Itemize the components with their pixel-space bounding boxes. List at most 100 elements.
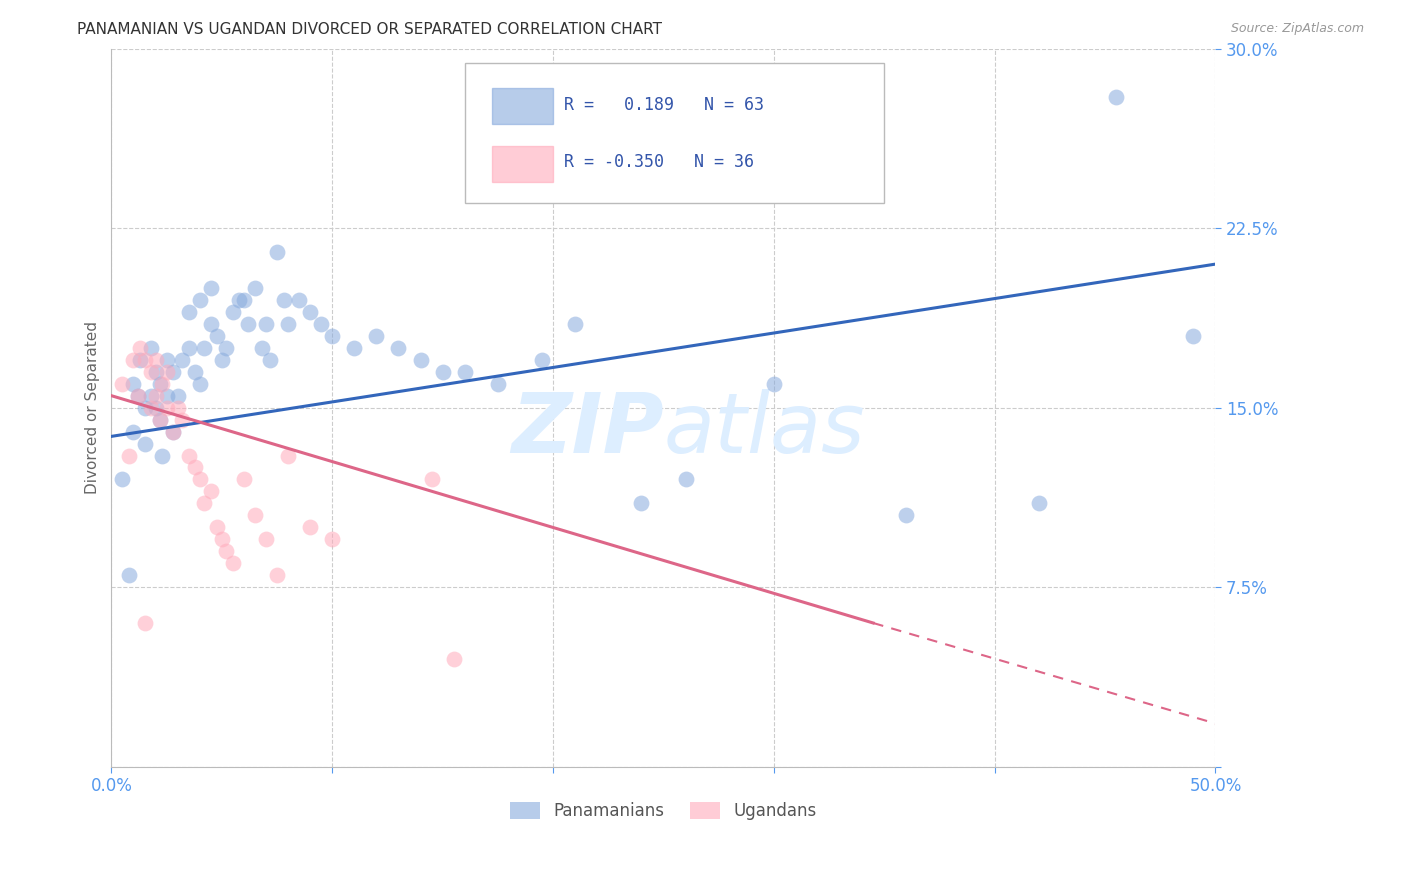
- Point: [200, 484, 222, 499]
- Point: [122, 376, 145, 391]
- Point: [1028, 496, 1050, 510]
- Point: [1182, 329, 1205, 343]
- Bar: [492, 145, 553, 182]
- Point: [193, 341, 215, 355]
- Point: [177, 341, 200, 355]
- Text: atlas: atlas: [664, 389, 865, 470]
- Point: [145, 401, 167, 415]
- Point: [288, 293, 311, 307]
- Point: [222, 556, 245, 570]
- Text: PANAMANIAN VS UGANDAN DIVORCED OR SEPARATED CORRELATION CHART: PANAMANIAN VS UGANDAN DIVORCED OR SEPARA…: [77, 22, 662, 37]
- Text: R =   0.189   N = 63: R = 0.189 N = 63: [564, 95, 763, 114]
- Point: [200, 317, 222, 331]
- Point: [127, 389, 149, 403]
- Point: [111, 472, 134, 486]
- Point: [486, 376, 509, 391]
- Point: [277, 317, 299, 331]
- Point: [149, 376, 172, 391]
- Point: [141, 365, 163, 379]
- Point: [299, 520, 322, 534]
- Point: [184, 460, 207, 475]
- Point: [134, 436, 156, 450]
- Point: [166, 389, 188, 403]
- Point: [266, 245, 288, 260]
- Point: [156, 365, 179, 379]
- Point: [266, 568, 288, 582]
- Point: [250, 341, 273, 355]
- Point: [211, 352, 233, 367]
- Text: ZIP: ZIP: [510, 389, 664, 470]
- Point: [141, 389, 163, 403]
- Point: [193, 496, 215, 510]
- Point: [145, 365, 167, 379]
- Point: [122, 352, 145, 367]
- Point: [309, 317, 332, 331]
- Legend: Panamanians, Ugandans: Panamanians, Ugandans: [503, 795, 823, 826]
- Point: [215, 341, 238, 355]
- Point: [188, 472, 211, 486]
- Point: [156, 389, 179, 403]
- Text: Source: ZipAtlas.com: Source: ZipAtlas.com: [1230, 22, 1364, 36]
- Point: [122, 425, 145, 439]
- Point: [896, 508, 918, 523]
- Point: [141, 341, 163, 355]
- Bar: [492, 88, 553, 124]
- Point: [675, 472, 697, 486]
- Point: [134, 401, 156, 415]
- Point: [145, 389, 167, 403]
- Point: [170, 412, 193, 426]
- Point: [150, 376, 173, 391]
- Point: [149, 412, 172, 426]
- Point: [387, 341, 409, 355]
- Point: [188, 293, 211, 307]
- Point: [150, 449, 173, 463]
- Point: [273, 293, 295, 307]
- Point: [134, 615, 156, 630]
- Point: [228, 293, 250, 307]
- Point: [243, 281, 266, 295]
- Point: [232, 472, 254, 486]
- Point: [200, 281, 222, 295]
- Y-axis label: Divorced or Separated: Divorced or Separated: [86, 321, 100, 494]
- Point: [156, 401, 179, 415]
- Point: [129, 352, 152, 367]
- Point: [127, 389, 149, 403]
- Point: [321, 329, 343, 343]
- Point: [259, 352, 281, 367]
- Point: [443, 652, 465, 666]
- Point: [254, 533, 277, 547]
- Point: [166, 401, 188, 415]
- Point: [232, 293, 254, 307]
- Point: [409, 352, 432, 367]
- FancyBboxPatch shape: [465, 63, 884, 203]
- Text: R = -0.350   N = 36: R = -0.350 N = 36: [564, 153, 754, 171]
- Point: [162, 365, 184, 379]
- Point: [564, 317, 586, 331]
- Point: [420, 472, 443, 486]
- Point: [277, 449, 299, 463]
- Point: [118, 449, 141, 463]
- Point: [134, 352, 156, 367]
- Point: [215, 544, 238, 558]
- Point: [530, 352, 553, 367]
- Point: [454, 365, 477, 379]
- Point: [170, 352, 193, 367]
- Point: [111, 376, 134, 391]
- Point: [299, 305, 322, 319]
- Point: [141, 401, 163, 415]
- Point: [762, 376, 785, 391]
- Point: [1105, 89, 1128, 103]
- Point: [129, 341, 152, 355]
- Point: [184, 365, 207, 379]
- Point: [211, 533, 233, 547]
- Point: [254, 317, 277, 331]
- Point: [162, 425, 184, 439]
- Point: [630, 496, 652, 510]
- Point: [188, 376, 211, 391]
- Point: [432, 365, 454, 379]
- Point: [343, 341, 366, 355]
- Point: [243, 508, 266, 523]
- Point: [321, 533, 343, 547]
- Point: [366, 329, 388, 343]
- Point: [149, 412, 172, 426]
